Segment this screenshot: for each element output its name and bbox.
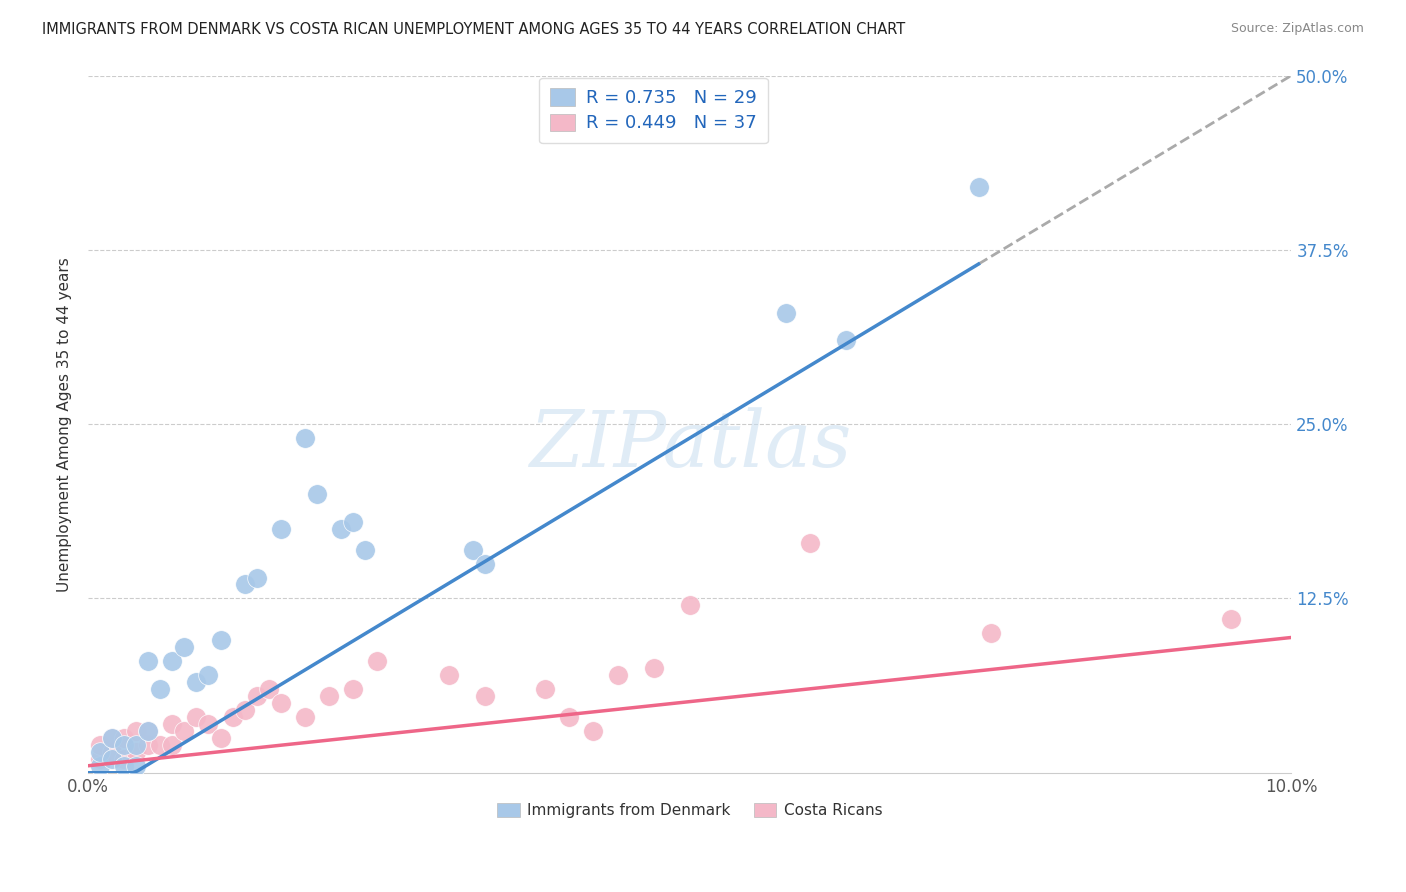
Point xyxy=(136,738,159,752)
Point xyxy=(89,752,111,766)
Point xyxy=(112,752,135,766)
Point xyxy=(643,661,665,675)
Point xyxy=(209,633,232,648)
Point xyxy=(136,654,159,668)
Point xyxy=(162,717,184,731)
Point xyxy=(101,731,124,745)
Point xyxy=(582,723,605,738)
Point xyxy=(342,515,364,529)
Point xyxy=(149,738,172,752)
Point xyxy=(294,710,316,724)
Point xyxy=(162,738,184,752)
Point xyxy=(112,731,135,745)
Point xyxy=(233,703,256,717)
Point xyxy=(534,682,557,697)
Point xyxy=(173,640,195,655)
Point xyxy=(101,752,124,766)
Point xyxy=(101,731,124,745)
Text: Source: ZipAtlas.com: Source: ZipAtlas.com xyxy=(1230,22,1364,36)
Point xyxy=(270,696,292,710)
Point xyxy=(270,522,292,536)
Point xyxy=(136,723,159,738)
Point xyxy=(257,682,280,697)
Point xyxy=(366,654,388,668)
Point xyxy=(980,626,1002,640)
Point xyxy=(246,570,269,584)
Point xyxy=(197,668,219,682)
Point xyxy=(437,668,460,682)
Point xyxy=(474,557,496,571)
Point xyxy=(342,682,364,697)
Point xyxy=(329,522,352,536)
Point xyxy=(233,577,256,591)
Point xyxy=(89,745,111,759)
Point xyxy=(136,723,159,738)
Point xyxy=(354,542,377,557)
Point xyxy=(186,710,208,724)
Point xyxy=(101,745,124,759)
Point xyxy=(125,745,148,759)
Text: ZIPatlas: ZIPatlas xyxy=(529,407,851,483)
Point xyxy=(463,542,485,557)
Point xyxy=(1220,612,1243,626)
Point xyxy=(474,689,496,703)
Point xyxy=(679,599,702,613)
Point xyxy=(162,654,184,668)
Legend: Immigrants from Denmark, Costa Ricans: Immigrants from Denmark, Costa Ricans xyxy=(491,797,889,824)
Point xyxy=(125,738,148,752)
Point xyxy=(305,487,328,501)
Point xyxy=(149,682,172,697)
Point xyxy=(318,689,340,703)
Point xyxy=(558,710,581,724)
Point xyxy=(294,431,316,445)
Point xyxy=(89,758,111,772)
Point xyxy=(967,180,990,194)
Point xyxy=(173,723,195,738)
Point xyxy=(125,723,148,738)
Y-axis label: Unemployment Among Ages 35 to 44 years: Unemployment Among Ages 35 to 44 years xyxy=(58,257,72,591)
Point xyxy=(112,738,135,752)
Point xyxy=(112,758,135,772)
Point xyxy=(209,731,232,745)
Point xyxy=(606,668,628,682)
Point xyxy=(775,305,797,319)
Point xyxy=(186,675,208,690)
Text: IMMIGRANTS FROM DENMARK VS COSTA RICAN UNEMPLOYMENT AMONG AGES 35 TO 44 YEARS CO: IMMIGRANTS FROM DENMARK VS COSTA RICAN U… xyxy=(42,22,905,37)
Point xyxy=(246,689,269,703)
Point xyxy=(835,334,858,348)
Point xyxy=(89,738,111,752)
Point xyxy=(125,758,148,772)
Point xyxy=(221,710,243,724)
Point xyxy=(799,535,821,549)
Point xyxy=(197,717,219,731)
